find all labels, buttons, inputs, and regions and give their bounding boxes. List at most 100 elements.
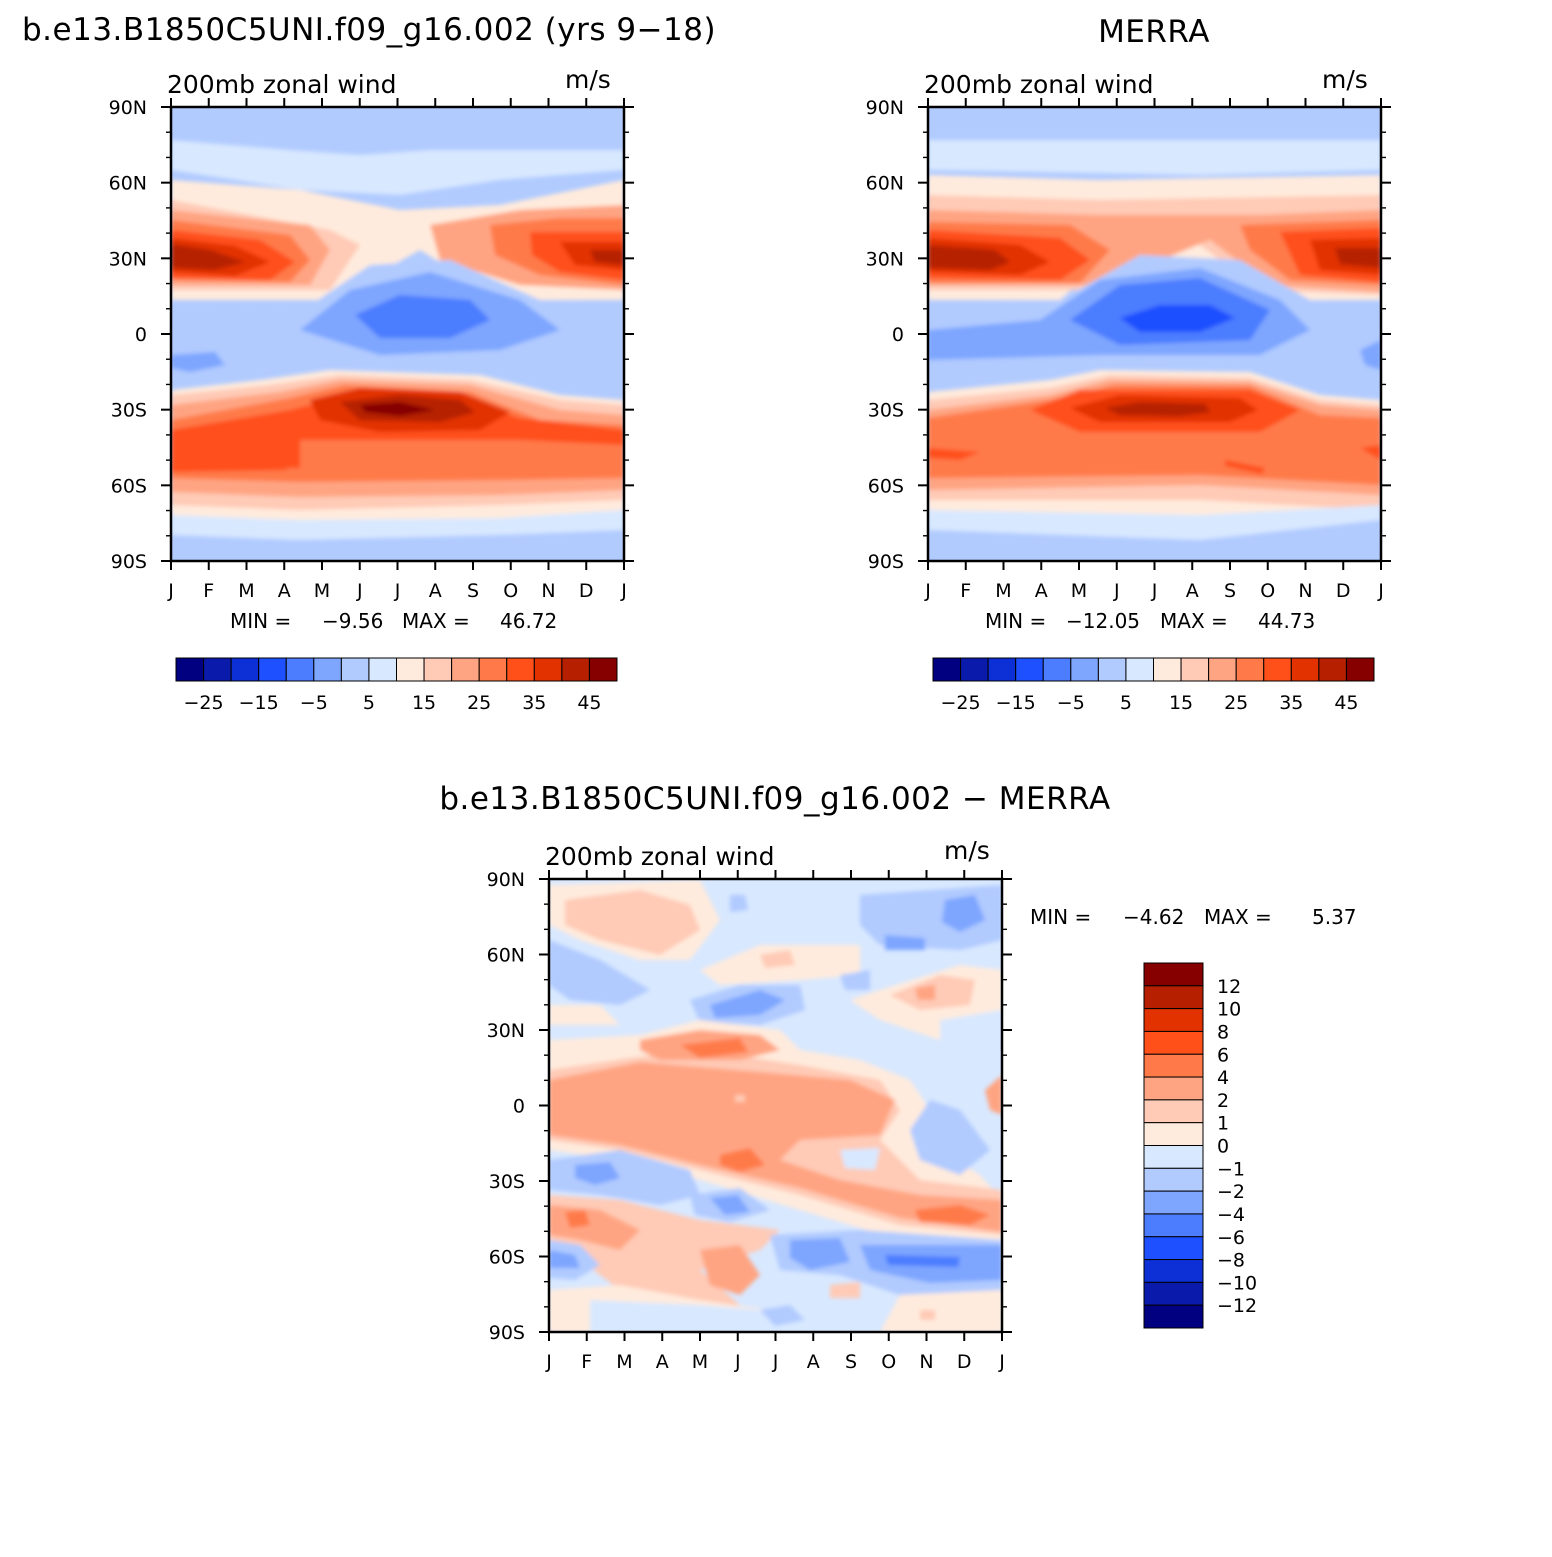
panel-c-xtick-label: N bbox=[919, 1351, 933, 1373]
panel-b-colorbar-swatch bbox=[960, 657, 989, 682]
panel-b-xtick-label: A bbox=[1186, 580, 1199, 602]
panel-b-colorbar-swatch bbox=[1180, 657, 1210, 682]
panel-b-xtick-label: A bbox=[1035, 580, 1048, 602]
panel-a-colorbar-label: −25 bbox=[184, 692, 224, 714]
panel-c-colorbar-swatch bbox=[1143, 1213, 1204, 1238]
panel-a-colorbar-swatch bbox=[396, 657, 425, 682]
panel-a-colorbar: −25 −15 −5 5 15 25 35 45 bbox=[175, 657, 618, 714]
panel-b-min-value: −12.05 bbox=[1066, 609, 1140, 633]
panel-c-ytick-label: 30S bbox=[489, 1171, 525, 1193]
panel-b-field bbox=[928, 107, 1381, 561]
panel-a-ytick-label: 0 bbox=[135, 324, 147, 346]
panel-b-colorbar-swatch bbox=[1235, 657, 1265, 682]
panel-b-ytick-label: 90S bbox=[868, 551, 904, 573]
panel-b-colorbar-swatch bbox=[1345, 657, 1375, 682]
panel-c-colorbar-swatch bbox=[1143, 1281, 1204, 1306]
panel-a-max-label: MAX = bbox=[402, 609, 470, 633]
panel-a-min-label: MIN = bbox=[230, 609, 291, 633]
panel-c-colorbar-label: 10 bbox=[1217, 999, 1241, 1021]
panel-b-title: MERRA bbox=[1098, 14, 1210, 50]
panel-b-colorbar-swatch bbox=[1015, 657, 1044, 682]
panel-c-xtick-label: S bbox=[845, 1351, 857, 1373]
panel-c-colorbar-label: −4 bbox=[1217, 1204, 1245, 1226]
panel-a-xtick-label: D bbox=[579, 580, 594, 602]
panel-b-xtick-label: M bbox=[1071, 580, 1087, 602]
panel-c-colorbar-swatch bbox=[1143, 1190, 1204, 1215]
panel-b-xtick-label: N bbox=[1298, 580, 1312, 602]
panel-c-colorbar-swatch bbox=[1143, 1053, 1204, 1078]
panel-a-xtick-label: J bbox=[394, 580, 401, 602]
panel-a-ytick-label: 60N bbox=[109, 173, 147, 195]
panel-c-colorbar-swatch bbox=[1143, 1076, 1204, 1101]
panel-b-colorbar-swatch bbox=[1042, 657, 1072, 682]
panel-b-ytick-label: 0 bbox=[892, 324, 904, 346]
panel-b-colorbar-swatch bbox=[1097, 657, 1127, 682]
panel-merra: 200mb zonal wind m/s bbox=[866, 65, 1391, 714]
panel-c-units-label: m/s bbox=[944, 836, 990, 865]
panel-a-colorbar-swatch bbox=[230, 657, 260, 682]
panel-b-colorbar-label: 15 bbox=[1169, 692, 1193, 714]
panel-b-xtick-label: O bbox=[1260, 580, 1275, 602]
panel-a-xtick-label: O bbox=[503, 580, 518, 602]
panel-a-xtick-label: S bbox=[467, 580, 479, 602]
panel-a-units-label: m/s bbox=[565, 65, 611, 94]
panel-c-ytick-label: 90S bbox=[489, 1322, 525, 1344]
panel-a-ytick-label: 60S bbox=[111, 475, 147, 497]
panel-c-colorbar-swatch bbox=[1143, 1304, 1204, 1329]
panel-c-colorbar-label: 0 bbox=[1217, 1136, 1229, 1158]
panel-a-colorbar-swatch bbox=[423, 657, 453, 682]
panel-b-ytick-label: 90N bbox=[866, 97, 904, 119]
panel-b-colorbar-label: −15 bbox=[996, 692, 1036, 714]
panel-c-ytick-label: 90N bbox=[487, 869, 525, 891]
panel-c-xtick-label: O bbox=[881, 1351, 896, 1373]
panel-c-field bbox=[549, 879, 1002, 1332]
panel-c-colorbar-swatch bbox=[1143, 1030, 1204, 1055]
panel-c-colorbar-label: 8 bbox=[1217, 1021, 1229, 1043]
panel-b-ytick-label: 30S bbox=[868, 400, 904, 422]
panel-b-colorbar-swatch bbox=[1153, 657, 1182, 682]
panel-b-colorbar-swatch bbox=[1070, 657, 1099, 682]
panel-c-colorbar-swatch bbox=[1143, 1099, 1204, 1124]
panel-b-axes: J F M A M J J A S O N D J 90N 60N 30N 0 30S 60S 90S bbox=[866, 97, 1391, 602]
panel-a-variable-label: 200mb zonal wind bbox=[167, 70, 396, 99]
panel-a-colorbar-swatch bbox=[478, 657, 508, 682]
panel-c-colorbar-swatch bbox=[1143, 1236, 1204, 1261]
panel-c-xtick-label: D bbox=[957, 1351, 972, 1373]
panel-b-max-label: MAX = bbox=[1160, 609, 1228, 633]
panel-a-colorbar-swatch bbox=[533, 657, 563, 682]
panel-b-colorbar-swatch bbox=[1125, 657, 1154, 682]
panel-a-colorbar-label: −15 bbox=[239, 692, 279, 714]
panel-b-units-label: m/s bbox=[1322, 65, 1368, 94]
panel-a-colorbar-label: −5 bbox=[300, 692, 328, 714]
panel-c-colorbar-label: −10 bbox=[1217, 1272, 1257, 1294]
panel-a-colorbar-label: 5 bbox=[363, 692, 375, 714]
panel-a-xtick-label: J bbox=[167, 580, 174, 602]
panel-c-xtick-label: A bbox=[656, 1351, 669, 1373]
panel-a-xtick-label: N bbox=[541, 580, 555, 602]
panel-b-colorbar-swatch bbox=[1290, 657, 1320, 682]
panel-b-colorbar-label: −5 bbox=[1057, 692, 1085, 714]
panel-a-ytick-label: 90N bbox=[109, 97, 147, 119]
panel-b-colorbar-label: 5 bbox=[1120, 692, 1132, 714]
panel-c-colorbar-swatch bbox=[1143, 1259, 1204, 1283]
panel-a-colorbar-swatch bbox=[203, 657, 232, 682]
panel-b-xtick-label: J bbox=[924, 580, 931, 602]
panel-c-xtick-label: J bbox=[734, 1351, 741, 1373]
panel-a-field bbox=[171, 107, 624, 561]
panel-c-colorbar-swatch bbox=[1143, 985, 1204, 1010]
panel-a-min-value: −9.56 bbox=[322, 609, 383, 633]
panel-difference: 200mb zonal wind m/s bbox=[487, 836, 1357, 1373]
panel-b-xtick-label: M bbox=[995, 580, 1011, 602]
panel-c-variable-label: 200mb zonal wind bbox=[545, 842, 774, 871]
panel-c-ytick-label: 60N bbox=[487, 945, 525, 967]
panel-c-min-value: −4.62 bbox=[1123, 905, 1184, 929]
panel-c-max-value: 5.37 bbox=[1312, 905, 1357, 929]
panel-c-ytick-label: 30N bbox=[487, 1020, 525, 1042]
panel-c-xtick-label: M bbox=[616, 1351, 632, 1373]
panel-c-colorbar-swatch bbox=[1143, 1167, 1204, 1192]
panel-c-colorbar-swatch bbox=[1143, 1145, 1204, 1169]
panel-b-colorbar: −25 −15 −5 5 15 25 35 45 bbox=[932, 657, 1375, 714]
